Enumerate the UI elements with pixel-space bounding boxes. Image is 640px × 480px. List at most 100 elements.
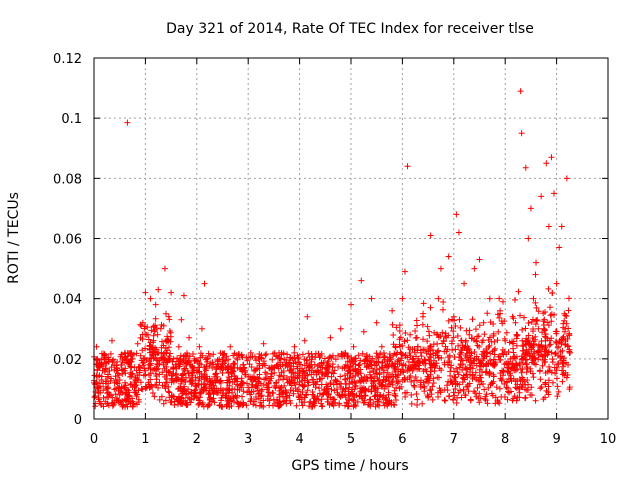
data-point-cloud (189, 365, 196, 372)
data-point-cloud (154, 331, 161, 338)
data-point-cloud (137, 321, 144, 328)
data-point-cloud (107, 350, 114, 357)
data-point-cloud (167, 338, 174, 345)
data-point-cloud (147, 355, 154, 362)
data-point-cloud (100, 394, 107, 401)
data-point-cloud (374, 398, 381, 405)
data-point (399, 295, 406, 302)
data-point-cloud (532, 299, 539, 306)
data-point-cloud (385, 391, 392, 398)
data-point-cloud (119, 398, 126, 405)
data-point-cloud (549, 379, 556, 386)
data-point-cloud (286, 392, 293, 399)
data-point-cloud (517, 312, 524, 319)
data-point-cloud (250, 388, 257, 395)
data-point-cloud (519, 347, 526, 354)
data-point-cloud (318, 360, 325, 367)
data-point (106, 367, 113, 374)
y-tick-label: 0.04 (53, 293, 82, 308)
data-point-cloud (551, 311, 558, 318)
data-point (401, 268, 408, 275)
data-point (161, 265, 168, 272)
data-point-cloud (346, 374, 353, 381)
data-point-cloud (250, 401, 257, 408)
data-point-cloud (135, 387, 142, 394)
data-point-cloud (465, 356, 472, 363)
data-point-cloud (394, 361, 401, 368)
data-point-cloud (420, 347, 427, 354)
data-point-cloud (485, 384, 492, 391)
data-point-cloud (145, 336, 152, 343)
data-point-cloud (463, 327, 470, 334)
data-point-cloud (368, 388, 375, 395)
data-point-cloud (370, 377, 377, 384)
data-point-cloud (480, 352, 487, 359)
data-point-cloud (516, 394, 523, 401)
data-point-cloud (459, 379, 466, 386)
data-point-cloud (434, 348, 441, 355)
data-point-cloud (342, 349, 349, 356)
data-point-cloud (407, 372, 414, 379)
data-point (360, 328, 367, 335)
data-point-cloud (159, 338, 166, 345)
data-point (124, 119, 131, 126)
data-point-cloud (541, 344, 548, 351)
data-point-cloud (320, 391, 327, 398)
data-point (445, 253, 452, 260)
data-point-cloud (522, 325, 529, 332)
data-point (558, 223, 565, 230)
data-point-cloud (481, 331, 488, 338)
data-point-cloud (308, 403, 315, 410)
data-point-cloud (380, 367, 387, 374)
data-point-cloud (140, 372, 147, 379)
data-point-cloud (451, 354, 458, 361)
data-point-cloud (553, 340, 560, 346)
data-point-cloud (247, 354, 254, 361)
data-point-cloud (209, 379, 216, 386)
data-point-cloud (201, 374, 208, 381)
data-point-cloud (166, 344, 173, 351)
data-point-cloud (348, 362, 355, 369)
data-point-cloud (528, 384, 535, 391)
data-point-cloud (490, 332, 497, 339)
data-point-cloud (256, 395, 263, 402)
data-point-cloud (182, 378, 189, 385)
data-point-cloud (202, 366, 209, 373)
x-tick-label: 6 (398, 432, 406, 447)
data-point-cloud (121, 384, 128, 391)
data-point-cloud (462, 364, 469, 371)
data-point-cloud (203, 363, 210, 370)
data-point-cloud (105, 393, 112, 400)
data-point-cloud (561, 317, 568, 324)
data-point-cloud (153, 372, 160, 379)
data-point-cloud (96, 398, 103, 405)
data-point-cloud (520, 342, 527, 349)
data-point-cloud (361, 358, 368, 365)
data-point-cloud (457, 362, 464, 369)
data-point-cloud (146, 361, 153, 368)
data-point-cloud (341, 402, 348, 409)
data-point-cloud (457, 324, 464, 331)
data-point-cloud (518, 356, 525, 363)
data-point-cloud (464, 381, 471, 388)
data-point-cloud (354, 398, 361, 405)
data-point-cloud (448, 324, 455, 331)
data-point-cloud (484, 400, 491, 407)
data-point-cloud (439, 329, 446, 336)
data-point-cloud (100, 387, 107, 394)
data-point-cloud (164, 337, 171, 344)
data-point-cloud (496, 295, 503, 302)
data-point-cloud (517, 365, 524, 372)
y-tick-label: 0.06 (53, 233, 82, 248)
data-point-cloud (427, 304, 434, 311)
data-point-cloud (196, 360, 203, 367)
data-point (373, 319, 380, 326)
data-point-cloud (392, 396, 399, 403)
data-point-cloud (528, 392, 535, 399)
data-point-cloud (279, 361, 286, 368)
data-point-cloud (150, 348, 157, 355)
data-point-cloud (103, 378, 110, 385)
data-point-cloud (540, 322, 547, 329)
data-point-cloud (167, 399, 174, 406)
data-point-cloud (452, 374, 459, 381)
